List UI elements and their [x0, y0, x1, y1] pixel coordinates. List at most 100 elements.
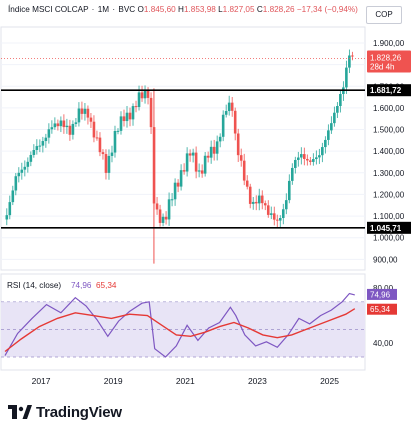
candle-body[interactable]: [116, 130, 120, 132]
candle-body[interactable]: [11, 190, 15, 203]
candle-body[interactable]: [233, 110, 237, 134]
candle-body[interactable]: [260, 195, 264, 204]
candle-body[interactable]: [176, 182, 180, 187]
candle-body[interactable]: [143, 90, 147, 99]
candle-body[interactable]: [339, 94, 342, 107]
candle-body[interactable]: [194, 152, 198, 172]
candle-body[interactable]: [74, 122, 78, 124]
candle-body[interactable]: [348, 55, 351, 68]
interval[interactable]: 1M: [97, 5, 110, 14]
candle-body[interactable]: [110, 152, 114, 156]
candle-body[interactable]: [92, 121, 96, 138]
candle-body[interactable]: [309, 160, 312, 162]
candle-body[interactable]: [170, 199, 174, 201]
candle-body[interactable]: [146, 90, 150, 98]
candle-body[interactable]: [101, 152, 105, 155]
candle-body[interactable]: [173, 182, 177, 200]
candle-body[interactable]: [29, 154, 33, 162]
candle-body[interactable]: [306, 158, 309, 161]
candle-body[interactable]: [257, 195, 261, 204]
rsi-title[interactable]: RSI (14, close): [7, 281, 61, 290]
candle-body[interactable]: [113, 131, 117, 153]
candle-body[interactable]: [38, 145, 42, 147]
rsi-line[interactable]: [4, 292, 355, 358]
candle-body[interactable]: [77, 108, 81, 123]
candle-body[interactable]: [107, 155, 111, 173]
candle-body[interactable]: [224, 111, 228, 115]
candle-body[interactable]: [215, 141, 219, 154]
candle-body[interactable]: [47, 129, 51, 138]
candle-body[interactable]: [158, 209, 162, 223]
candle-body[interactable]: [221, 114, 225, 137]
candle-body[interactable]: [251, 201, 255, 204]
candle-body[interactable]: [167, 199, 171, 220]
candle-body[interactable]: [14, 176, 18, 191]
symbol-name[interactable]: Índice MSCI COLCAP: [8, 5, 89, 14]
candle-body[interactable]: [50, 127, 54, 130]
candle-body[interactable]: [197, 170, 201, 172]
candle-body[interactable]: [185, 153, 189, 172]
candle-body[interactable]: [269, 213, 273, 215]
candle-body[interactable]: [290, 167, 294, 181]
candle-body[interactable]: [17, 172, 21, 177]
candle-body[interactable]: [26, 161, 30, 167]
candle-body[interactable]: [324, 139, 327, 148]
candle-body[interactable]: [125, 112, 129, 122]
candle-body[interactable]: [321, 147, 324, 156]
candle-body[interactable]: [98, 137, 102, 153]
candle-body[interactable]: [59, 120, 63, 127]
candle-body[interactable]: [155, 203, 159, 210]
candle-body[interactable]: [5, 215, 9, 220]
candle-body[interactable]: [248, 186, 252, 204]
candle-body[interactable]: [230, 102, 234, 111]
candle-body[interactable]: [200, 170, 204, 174]
candle-body[interactable]: [68, 125, 72, 135]
candle-body[interactable]: [351, 55, 354, 57]
candle-body[interactable]: [164, 216, 168, 220]
candle-body[interactable]: [83, 108, 87, 114]
candle-body[interactable]: [333, 112, 336, 124]
candle-body[interactable]: [209, 146, 213, 158]
candle-body[interactable]: [161, 216, 165, 223]
candle-body[interactable]: [41, 141, 45, 146]
candle-body[interactable]: [95, 137, 99, 139]
candle-body[interactable]: [122, 116, 126, 122]
candle-body[interactable]: [23, 166, 27, 170]
candle-body[interactable]: [182, 170, 186, 172]
candle-body[interactable]: [191, 152, 195, 156]
price-pane[interactable]: [0, 26, 366, 271]
candle-body[interactable]: [330, 123, 333, 131]
candle-body[interactable]: [62, 120, 66, 128]
candle-body[interactable]: [86, 108, 90, 118]
candle-body[interactable]: [227, 102, 231, 112]
candle-body[interactable]: [8, 202, 12, 216]
candle-body[interactable]: [315, 157, 318, 160]
candle-body[interactable]: [245, 180, 249, 187]
candle-body[interactable]: [89, 117, 93, 122]
candle-body[interactable]: [239, 155, 243, 161]
candle-body[interactable]: [275, 219, 279, 221]
chart-svg[interactable]: 900,00 1.000,00 1.100,00 1.200,00 1.300,00 1.…: [0, 0, 420, 400]
candle-body[interactable]: [287, 180, 291, 201]
candle-body[interactable]: [104, 154, 108, 173]
candle-body[interactable]: [137, 92, 141, 108]
candle-body[interactable]: [218, 136, 222, 142]
candle-body[interactable]: [188, 153, 192, 156]
candle-body[interactable]: [212, 146, 216, 154]
currency-button[interactable]: COP: [366, 6, 402, 24]
candle-body[interactable]: [44, 137, 48, 142]
candle-body[interactable]: [53, 123, 57, 128]
candle-body[interactable]: [80, 108, 84, 114]
candle-body[interactable]: [263, 203, 267, 206]
candle-body[interactable]: [32, 149, 36, 155]
tradingview-logo[interactable]: TradingView: [8, 402, 122, 422]
candle-body[interactable]: [278, 218, 282, 221]
candle-body[interactable]: [345, 67, 348, 88]
candle-body[interactable]: [284, 200, 288, 210]
candle-body[interactable]: [140, 92, 144, 99]
candle-body[interactable]: [293, 159, 297, 168]
candle-body[interactable]: [281, 209, 285, 219]
candle-body[interactable]: [303, 154, 306, 159]
candle-body[interactable]: [179, 170, 183, 187]
candle-body[interactable]: [236, 133, 240, 156]
